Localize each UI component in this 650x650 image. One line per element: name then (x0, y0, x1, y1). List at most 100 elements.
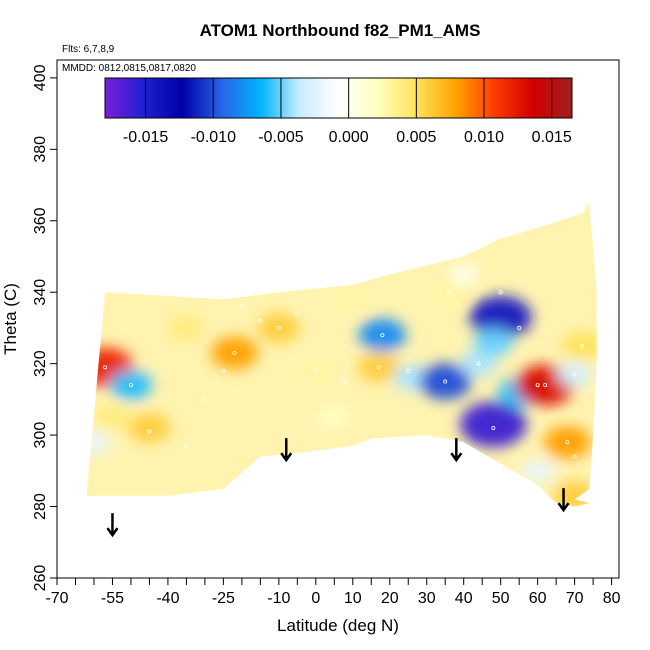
sample-point (580, 343, 585, 348)
sample-point (498, 290, 503, 295)
down-arrow (450, 438, 463, 463)
y-axis-label: Theta (C) (1, 283, 20, 355)
sample-point (147, 429, 152, 434)
sample-point (476, 361, 481, 366)
y-tick-label: 300 (32, 422, 49, 449)
arrow-head (557, 502, 570, 513)
y-axis: 260 280 300 320 340 360 380 400 (32, 64, 57, 591)
heatmap-feature (86, 430, 111, 454)
x-tick-label: -25 (212, 590, 235, 607)
colorbar-gradient (104, 77, 573, 119)
x-tick-label: -40 (156, 590, 179, 607)
sample-point (446, 290, 451, 295)
flights-subtitle: Flts: 6,7,8,9 (62, 44, 115, 55)
heatmap-feature (557, 361, 593, 387)
heatmap-feature (167, 314, 206, 342)
colorbar-tick-label: -0.015 (123, 129, 168, 146)
heatmap-feature (562, 331, 597, 360)
x-tick-label: -55 (101, 590, 124, 607)
x-tick-label: -70 (45, 590, 68, 607)
heatmap-feature (460, 401, 527, 448)
sample-point (103, 365, 108, 370)
sample-point (535, 383, 540, 388)
sample-point (202, 397, 207, 402)
colorbar-tick-label: -0.010 (191, 129, 236, 146)
heatmap-feature (469, 296, 532, 339)
heatmap-features (86, 264, 597, 507)
x-tick-label: 20 (381, 590, 399, 607)
colorbar-tick-label: 0.000 (329, 129, 369, 146)
y-tick-label: 320 (32, 350, 49, 377)
heatmap-feature (210, 336, 259, 370)
x-tick-label: 30 (418, 590, 436, 607)
chart-title: ATOM1 Northbound f82_PM1_AMS (200, 21, 481, 40)
heatmap-feature (358, 318, 406, 352)
heatmap-feature (317, 405, 351, 429)
sample-point (343, 379, 348, 384)
x-axis: -70 -55 -40 -25 -10 0 10 20 30 40 50 60 70 80 (45, 577, 621, 607)
colorbar-tick-label: 0.015 (532, 129, 572, 146)
x-tick-label: 10 (344, 590, 362, 607)
dates-subtitle: MMDD: 0812,0815,0817,0820 (62, 63, 196, 74)
colorbar-tick-label: 0.010 (464, 129, 504, 146)
x-tick-label: 70 (566, 590, 584, 607)
arrow-head (280, 452, 293, 463)
down-arrow (557, 488, 570, 513)
colorbar-tick-label: -0.005 (258, 129, 303, 146)
x-axis-label: Latitude (deg N) (277, 616, 399, 635)
heatmap-feature (431, 279, 467, 305)
sample-point (184, 443, 189, 448)
x-tick-label: -10 (267, 590, 290, 607)
sample-point (406, 368, 411, 373)
sample-point (572, 372, 577, 377)
sample-point (221, 368, 226, 373)
y-tick-label: 340 (32, 279, 49, 306)
sample-point (565, 440, 570, 445)
sample-points (103, 290, 585, 459)
sample-point (313, 368, 318, 373)
sample-point (295, 311, 300, 316)
colorbar: -0.015 -0.010 -0.005 0.000 0.005 0.010 0.015 (104, 77, 573, 146)
x-tick-label: 0 (311, 590, 320, 607)
x-tick-label: 80 (603, 590, 621, 607)
y-tick-label: 360 (32, 207, 49, 234)
sample-point (517, 325, 522, 330)
heatmap-feature (357, 352, 400, 383)
heatmap-feature (109, 370, 153, 400)
sample-point (380, 333, 385, 338)
heatmap-feature (473, 328, 514, 357)
sample-point (239, 304, 244, 309)
sample-point (543, 383, 548, 388)
x-tick-label: 40 (455, 590, 473, 607)
sample-point (491, 425, 496, 430)
heatmap-field (86, 202, 597, 507)
arrow-markers (106, 438, 570, 538)
y-tick-label: 280 (32, 493, 49, 520)
heatmap-feature (543, 425, 591, 459)
sample-point (258, 318, 263, 323)
heatmap-feature (257, 313, 301, 343)
heatmap-feature (335, 286, 371, 312)
x-tick-label: 60 (529, 590, 547, 607)
sample-point (232, 350, 237, 355)
colorbar-tick-label: 0.005 (396, 129, 436, 146)
heatmap-feature (298, 358, 334, 384)
sample-point (128, 383, 133, 388)
heatmap-feature (449, 264, 478, 285)
y-tick-label: 260 (32, 565, 49, 592)
arrow-head (450, 452, 463, 463)
down-arrow (106, 513, 119, 538)
sample-point (572, 454, 577, 459)
heatmap-feature (128, 413, 171, 443)
heatmap-feature (93, 404, 132, 431)
sample-point (376, 365, 381, 370)
down-arrow (280, 438, 293, 463)
heatmap-feature (419, 363, 472, 400)
y-tick-label: 400 (32, 64, 49, 91)
y-tick-label: 380 (32, 136, 49, 163)
heatmap-feature (459, 350, 498, 377)
heatmap-feature (521, 459, 555, 483)
x-tick-label: 50 (492, 590, 510, 607)
arrow-head (106, 527, 119, 538)
